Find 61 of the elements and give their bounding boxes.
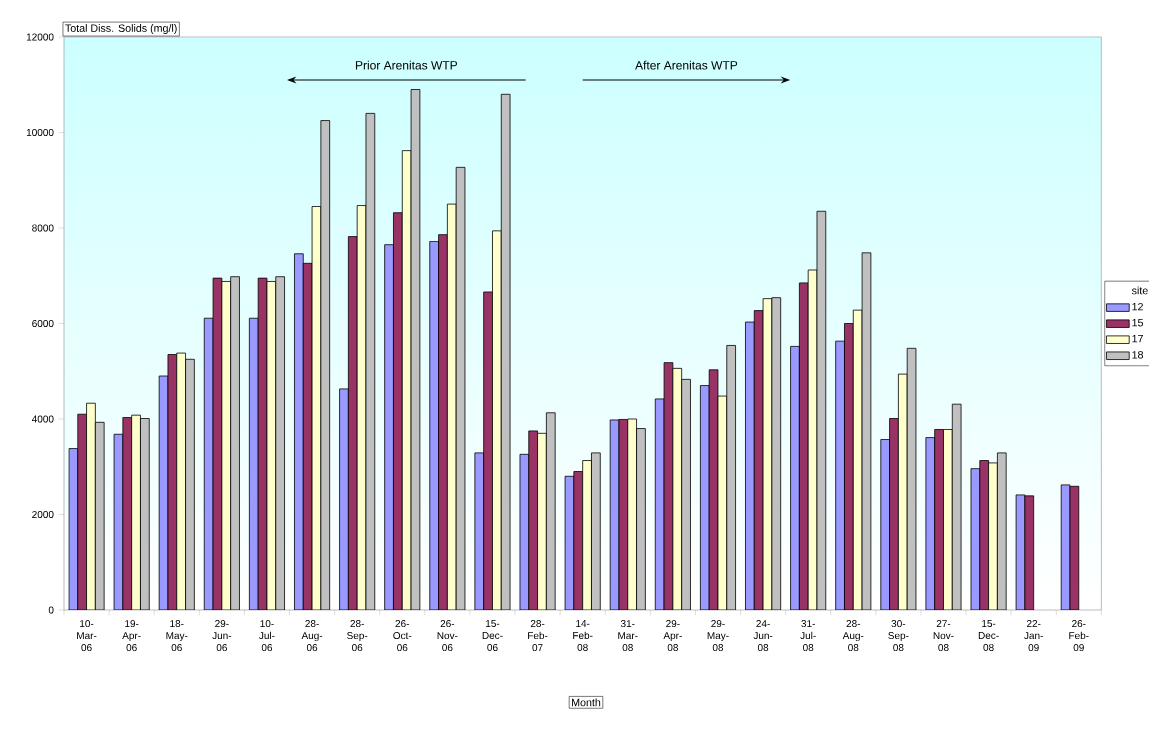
bar bbox=[844, 323, 854, 610]
y-tick-label: 8000 bbox=[32, 224, 54, 232]
x-tick-label: 19-Apr-06 bbox=[122, 620, 141, 652]
bar bbox=[140, 418, 150, 610]
bar bbox=[996, 452, 1007, 610]
annotation: After Arenitas WTP bbox=[635, 60, 738, 70]
bar bbox=[347, 236, 358, 610]
bar bbox=[726, 345, 736, 610]
y-tick-label: 12000 bbox=[26, 33, 54, 41]
x-tick-label: 24-Jun-08 bbox=[753, 620, 773, 652]
bar bbox=[545, 412, 556, 610]
bar bbox=[528, 430, 538, 610]
annotation: Prior Arenitas WTP bbox=[355, 60, 458, 70]
bar bbox=[681, 378, 691, 610]
bar bbox=[94, 421, 105, 610]
bar bbox=[934, 429, 944, 610]
y-tick-label: 10000 bbox=[26, 128, 54, 137]
x-tick-label: 28-Sep-06 bbox=[347, 620, 368, 652]
bar bbox=[275, 276, 285, 610]
legend-title: site bbox=[1131, 286, 1148, 295]
y-tick-label: 4000 bbox=[31, 415, 54, 423]
bar bbox=[77, 413, 87, 610]
x-tick-label: 26-Nov-06 bbox=[437, 620, 458, 652]
x-tick-label: 26-Feb-09 bbox=[1069, 620, 1089, 652]
x-tick-label: 29-Apr-08 bbox=[663, 620, 682, 652]
bar bbox=[979, 460, 989, 610]
x-axis-title: Month bbox=[572, 698, 601, 707]
x-tick-label: 31-Jul-08 bbox=[800, 620, 816, 652]
bar bbox=[636, 428, 646, 610]
x-tick-label: 18-May-06 bbox=[166, 620, 188, 652]
x-tick-label: 10-Jul-06 bbox=[259, 620, 275, 652]
bar bbox=[438, 234, 448, 610]
x-tick-label: 28-Aug-06 bbox=[301, 620, 323, 652]
x-tick-label: 15-Dec-06 bbox=[482, 620, 503, 652]
bar bbox=[230, 276, 240, 610]
legend-label: 12 bbox=[1132, 302, 1143, 311]
y-tick-label: 2000 bbox=[32, 510, 54, 519]
x-tick-label: 27-Nov-08 bbox=[933, 620, 954, 652]
x-tick-label: 15-Dec-08 bbox=[978, 620, 999, 652]
x-tick-label: 30-Sep-08 bbox=[888, 620, 909, 652]
bar bbox=[889, 418, 899, 610]
x-tick-label: 14-Feb-08 bbox=[573, 620, 593, 652]
x-tick-label: 28-Feb-07 bbox=[528, 620, 548, 652]
x-tick-label: 10-Mar-06 bbox=[77, 620, 97, 652]
x-tick-label: 28-Aug-08 bbox=[842, 620, 864, 652]
bar bbox=[798, 282, 809, 610]
bar bbox=[591, 452, 601, 610]
legend-label: 18 bbox=[1132, 351, 1144, 359]
x-tick-label: 29-Jun-06 bbox=[212, 620, 232, 652]
y-axis-title: Total Diss. Solids (mg/l) bbox=[65, 24, 177, 35]
x-tick-label: 29-May-08 bbox=[707, 620, 729, 652]
bar bbox=[393, 212, 403, 610]
y-tick-label: 0 bbox=[48, 606, 54, 614]
legend-label: 15 bbox=[1132, 319, 1144, 327]
y-tick-label: 6000 bbox=[32, 319, 54, 328]
bar bbox=[185, 358, 195, 610]
x-tick-label: 22-Jan-09 bbox=[1024, 620, 1043, 652]
legend-label: 17 bbox=[1132, 335, 1143, 343]
x-tick-label: 26-Oct-06 bbox=[393, 620, 412, 652]
bar bbox=[483, 291, 493, 610]
x-tick-label: 31-Mar-08 bbox=[618, 620, 638, 652]
